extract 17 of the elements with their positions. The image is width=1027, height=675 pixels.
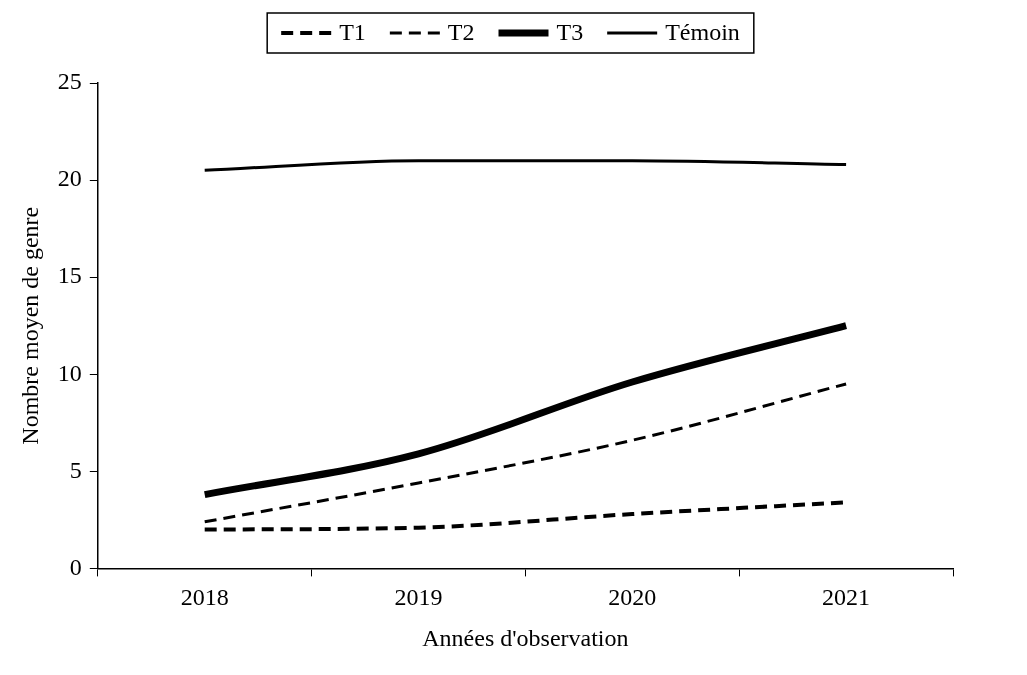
y-tick-label: 20	[57, 165, 82, 192]
legend-label: T2	[447, 19, 475, 46]
legend-label: T1	[339, 19, 366, 46]
x-axis-title: Années d'observation	[422, 624, 629, 651]
line-series	[203, 382, 848, 524]
x-tick-label: 2018	[180, 584, 229, 611]
legend-label: T3	[556, 19, 584, 46]
y-axis-title: Nombre moyen de genre	[16, 206, 43, 445]
x-tick-label: 2021	[822, 584, 871, 611]
x-tick-label: 2020	[608, 584, 657, 611]
x-tick-label: 2019	[394, 584, 443, 611]
y-tick-label: 0	[69, 553, 82, 580]
y-tick-label: 15	[57, 262, 82, 289]
y-tick-label: 5	[69, 456, 82, 483]
y-tick-label: 25	[57, 68, 82, 95]
y-tick-label: 10	[57, 359, 82, 386]
legend-label: Témoin	[665, 19, 740, 46]
